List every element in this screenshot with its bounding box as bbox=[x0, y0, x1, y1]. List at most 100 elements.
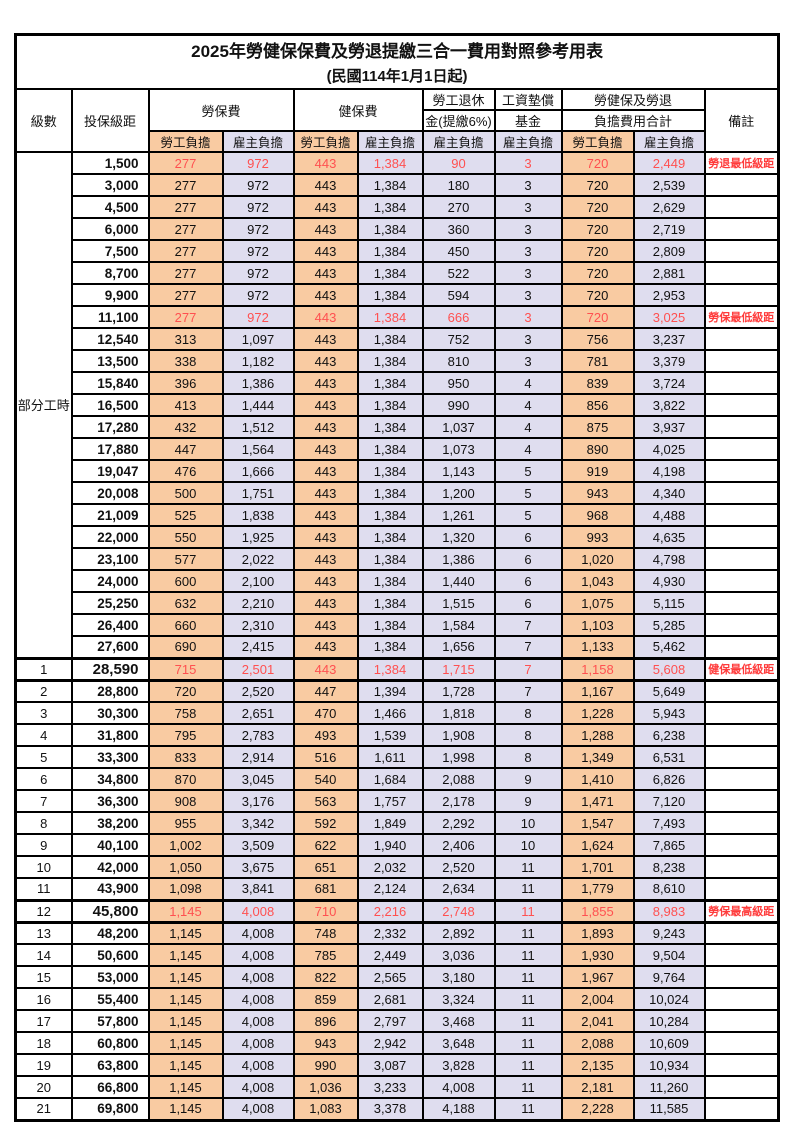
health-fee-employer-cell: 1,384 bbox=[356, 239, 424, 263]
labor-fee-employee-cell: 313 bbox=[147, 327, 224, 351]
total-employer-cell: 10,609 bbox=[632, 1031, 706, 1055]
table-row: 26,400 660 2,310 443 1,384 1,584 7 1,103 5,285 bbox=[16, 613, 780, 637]
health-fee-employee-cell: 443 bbox=[292, 195, 359, 219]
labor-fee-employer-cell: 972 bbox=[221, 261, 295, 285]
pension-employer-cell: 2,748 bbox=[421, 898, 496, 924]
health-fee-employee-cell: 443 bbox=[292, 349, 359, 373]
bracket-cell: 17,280 bbox=[70, 415, 150, 439]
pension-employer-cell: 270 bbox=[421, 195, 496, 219]
note-cell bbox=[703, 349, 780, 373]
total-employer-cell: 4,930 bbox=[632, 569, 706, 593]
total-employer-cell: 6,531 bbox=[632, 745, 706, 769]
health-fee-employer-cell: 1,384 bbox=[356, 305, 424, 329]
table-body: 部分工時 1,500 277 972 443 1,384 90 3 720 2,449 勞退最低級距… bbox=[14, 151, 780, 1121]
total-employee-cell: 1,158 bbox=[560, 656, 635, 682]
labor-fee-employee-cell: 1,145 bbox=[147, 921, 224, 945]
total-employer-cell: 3,937 bbox=[632, 415, 706, 439]
level-cell: 9 bbox=[14, 833, 73, 857]
labor-fee-employer-cell: 2,100 bbox=[221, 569, 295, 593]
total-employee-cell: 856 bbox=[560, 393, 635, 417]
labor-fee-employee-cell: 413 bbox=[147, 393, 224, 417]
labor-fee-employee-cell: 338 bbox=[147, 349, 224, 373]
table-row: 21,009 525 1,838 443 1,384 1,261 5 968 4,488 bbox=[16, 503, 780, 527]
bracket-cell: 55,400 bbox=[70, 987, 150, 1011]
pension-employer-cell: 666 bbox=[421, 305, 496, 329]
health-fee-employee-cell: 443 bbox=[292, 415, 359, 439]
header-row-1: 級數 投保級距 勞保費 健保費 勞工退休 工資墊償 勞健保及勞退 備註 bbox=[14, 88, 780, 153]
health-fee-employee-cell: 470 bbox=[292, 701, 359, 725]
subheader-health-employee: 勞工負擔 bbox=[292, 130, 359, 153]
table-row: 4 31,800 795 2,783 493 1,539 1,908 8 1,288 6,238 bbox=[14, 723, 780, 747]
pension-employer-cell: 3,036 bbox=[421, 943, 496, 967]
total-employer-cell: 4,198 bbox=[632, 459, 706, 483]
total-employee-cell: 1,547 bbox=[560, 811, 635, 835]
bracket-cell: 17,880 bbox=[70, 437, 150, 461]
table-row: 7 36,300 908 3,176 563 1,757 2,178 9 1,471 7,120 bbox=[14, 789, 780, 813]
health-fee-employer-cell: 1,466 bbox=[356, 701, 424, 725]
level-cell: 18 bbox=[14, 1031, 73, 1055]
level-cell: 16 bbox=[14, 987, 73, 1011]
note-cell bbox=[703, 437, 780, 461]
arrears-fund-employer-cell: 10 bbox=[493, 811, 563, 835]
pension-employer-cell: 450 bbox=[421, 239, 496, 263]
labor-fee-employee-cell: 833 bbox=[147, 745, 224, 769]
level-cell: 12 bbox=[14, 898, 73, 924]
labor-fee-employee-cell: 1,098 bbox=[147, 877, 224, 901]
total-employee-cell: 2,135 bbox=[560, 1053, 635, 1077]
labor-fee-employee-cell: 955 bbox=[147, 811, 224, 835]
bracket-cell: 30,300 bbox=[70, 701, 150, 725]
subheader-labor-employer: 雇主負擔 bbox=[221, 130, 295, 153]
labor-fee-employee-cell: 447 bbox=[147, 437, 224, 461]
total-employer-cell: 6,238 bbox=[632, 723, 706, 747]
note-cell bbox=[703, 371, 780, 395]
note-cell bbox=[703, 1097, 780, 1121]
arrears-fund-employer-cell: 7 bbox=[493, 635, 563, 659]
arrears-fund-employer-cell: 11 bbox=[493, 987, 563, 1011]
note-cell bbox=[703, 327, 780, 351]
table-row: 22,000 550 1,925 443 1,384 1,320 6 993 4,635 bbox=[16, 525, 780, 549]
bracket-cell: 6,000 bbox=[70, 217, 150, 241]
health-fee-employee-cell: 822 bbox=[292, 965, 359, 989]
labor-fee-employee-cell: 908 bbox=[147, 789, 224, 813]
arrears-fund-employer-cell: 11 bbox=[493, 1053, 563, 1077]
total-employee-cell: 1,930 bbox=[560, 943, 635, 967]
labor-fee-employee-cell: 277 bbox=[147, 173, 224, 197]
pension-employer-cell: 1,515 bbox=[421, 591, 496, 615]
col-header-note: 備註 bbox=[703, 88, 780, 153]
arrears-fund-employer-cell: 11 bbox=[493, 1097, 563, 1121]
total-employer-cell: 2,629 bbox=[632, 195, 706, 219]
labor-fee-employee-cell: 1,145 bbox=[147, 1031, 224, 1055]
total-employer-cell: 5,943 bbox=[632, 701, 706, 725]
title-block: 2025年勞健保保費及勞退提繳三合一費用對照參考用表 (民國114年1月1日起) bbox=[14, 33, 780, 90]
labor-fee-employer-cell: 2,914 bbox=[221, 745, 295, 769]
premium-reference-table: 2025年勞健保保費及勞退提繳三合一費用對照參考用表 (民國114年1月1日起)… bbox=[14, 33, 781, 1122]
health-fee-employer-cell: 1,384 bbox=[356, 371, 424, 395]
labor-fee-employee-cell: 1,145 bbox=[147, 1009, 224, 1033]
labor-fee-employee-cell: 795 bbox=[147, 723, 224, 747]
labor-fee-employee-cell: 476 bbox=[147, 459, 224, 483]
total-employee-cell: 1,043 bbox=[560, 569, 635, 593]
health-fee-employer-cell: 1,384 bbox=[356, 393, 424, 417]
labor-fee-employee-cell: 870 bbox=[147, 767, 224, 791]
bracket-cell: 48,200 bbox=[70, 921, 150, 945]
health-fee-employer-cell: 2,216 bbox=[356, 898, 424, 924]
note-cell bbox=[703, 833, 780, 857]
pension-employer-cell: 90 bbox=[421, 151, 496, 175]
bracket-cell: 9,900 bbox=[70, 283, 150, 307]
bracket-cell: 16,500 bbox=[70, 393, 150, 417]
health-fee-employer-cell: 1,384 bbox=[356, 349, 424, 373]
health-fee-employer-cell: 1,384 bbox=[356, 283, 424, 307]
health-fee-employer-cell: 1,384 bbox=[356, 217, 424, 241]
total-employee-cell: 875 bbox=[560, 415, 635, 439]
table-row: 部分工時 1,500 277 972 443 1,384 90 3 720 2,449 勞退最低級距 bbox=[14, 151, 780, 659]
labor-fee-employer-cell: 972 bbox=[221, 151, 295, 175]
total-employer-cell: 4,340 bbox=[632, 481, 706, 505]
health-fee-employee-cell: 443 bbox=[292, 305, 359, 329]
labor-fee-employer-cell: 1,925 bbox=[221, 525, 295, 549]
bracket-cell: 7,500 bbox=[70, 239, 150, 263]
pension-employer-cell: 4,008 bbox=[421, 1075, 496, 1099]
note-cell bbox=[703, 987, 780, 1011]
health-fee-employee-cell: 516 bbox=[292, 745, 359, 769]
note-cell bbox=[703, 415, 780, 439]
table-row: 20,008 500 1,751 443 1,384 1,200 5 943 4,340 bbox=[16, 481, 780, 505]
